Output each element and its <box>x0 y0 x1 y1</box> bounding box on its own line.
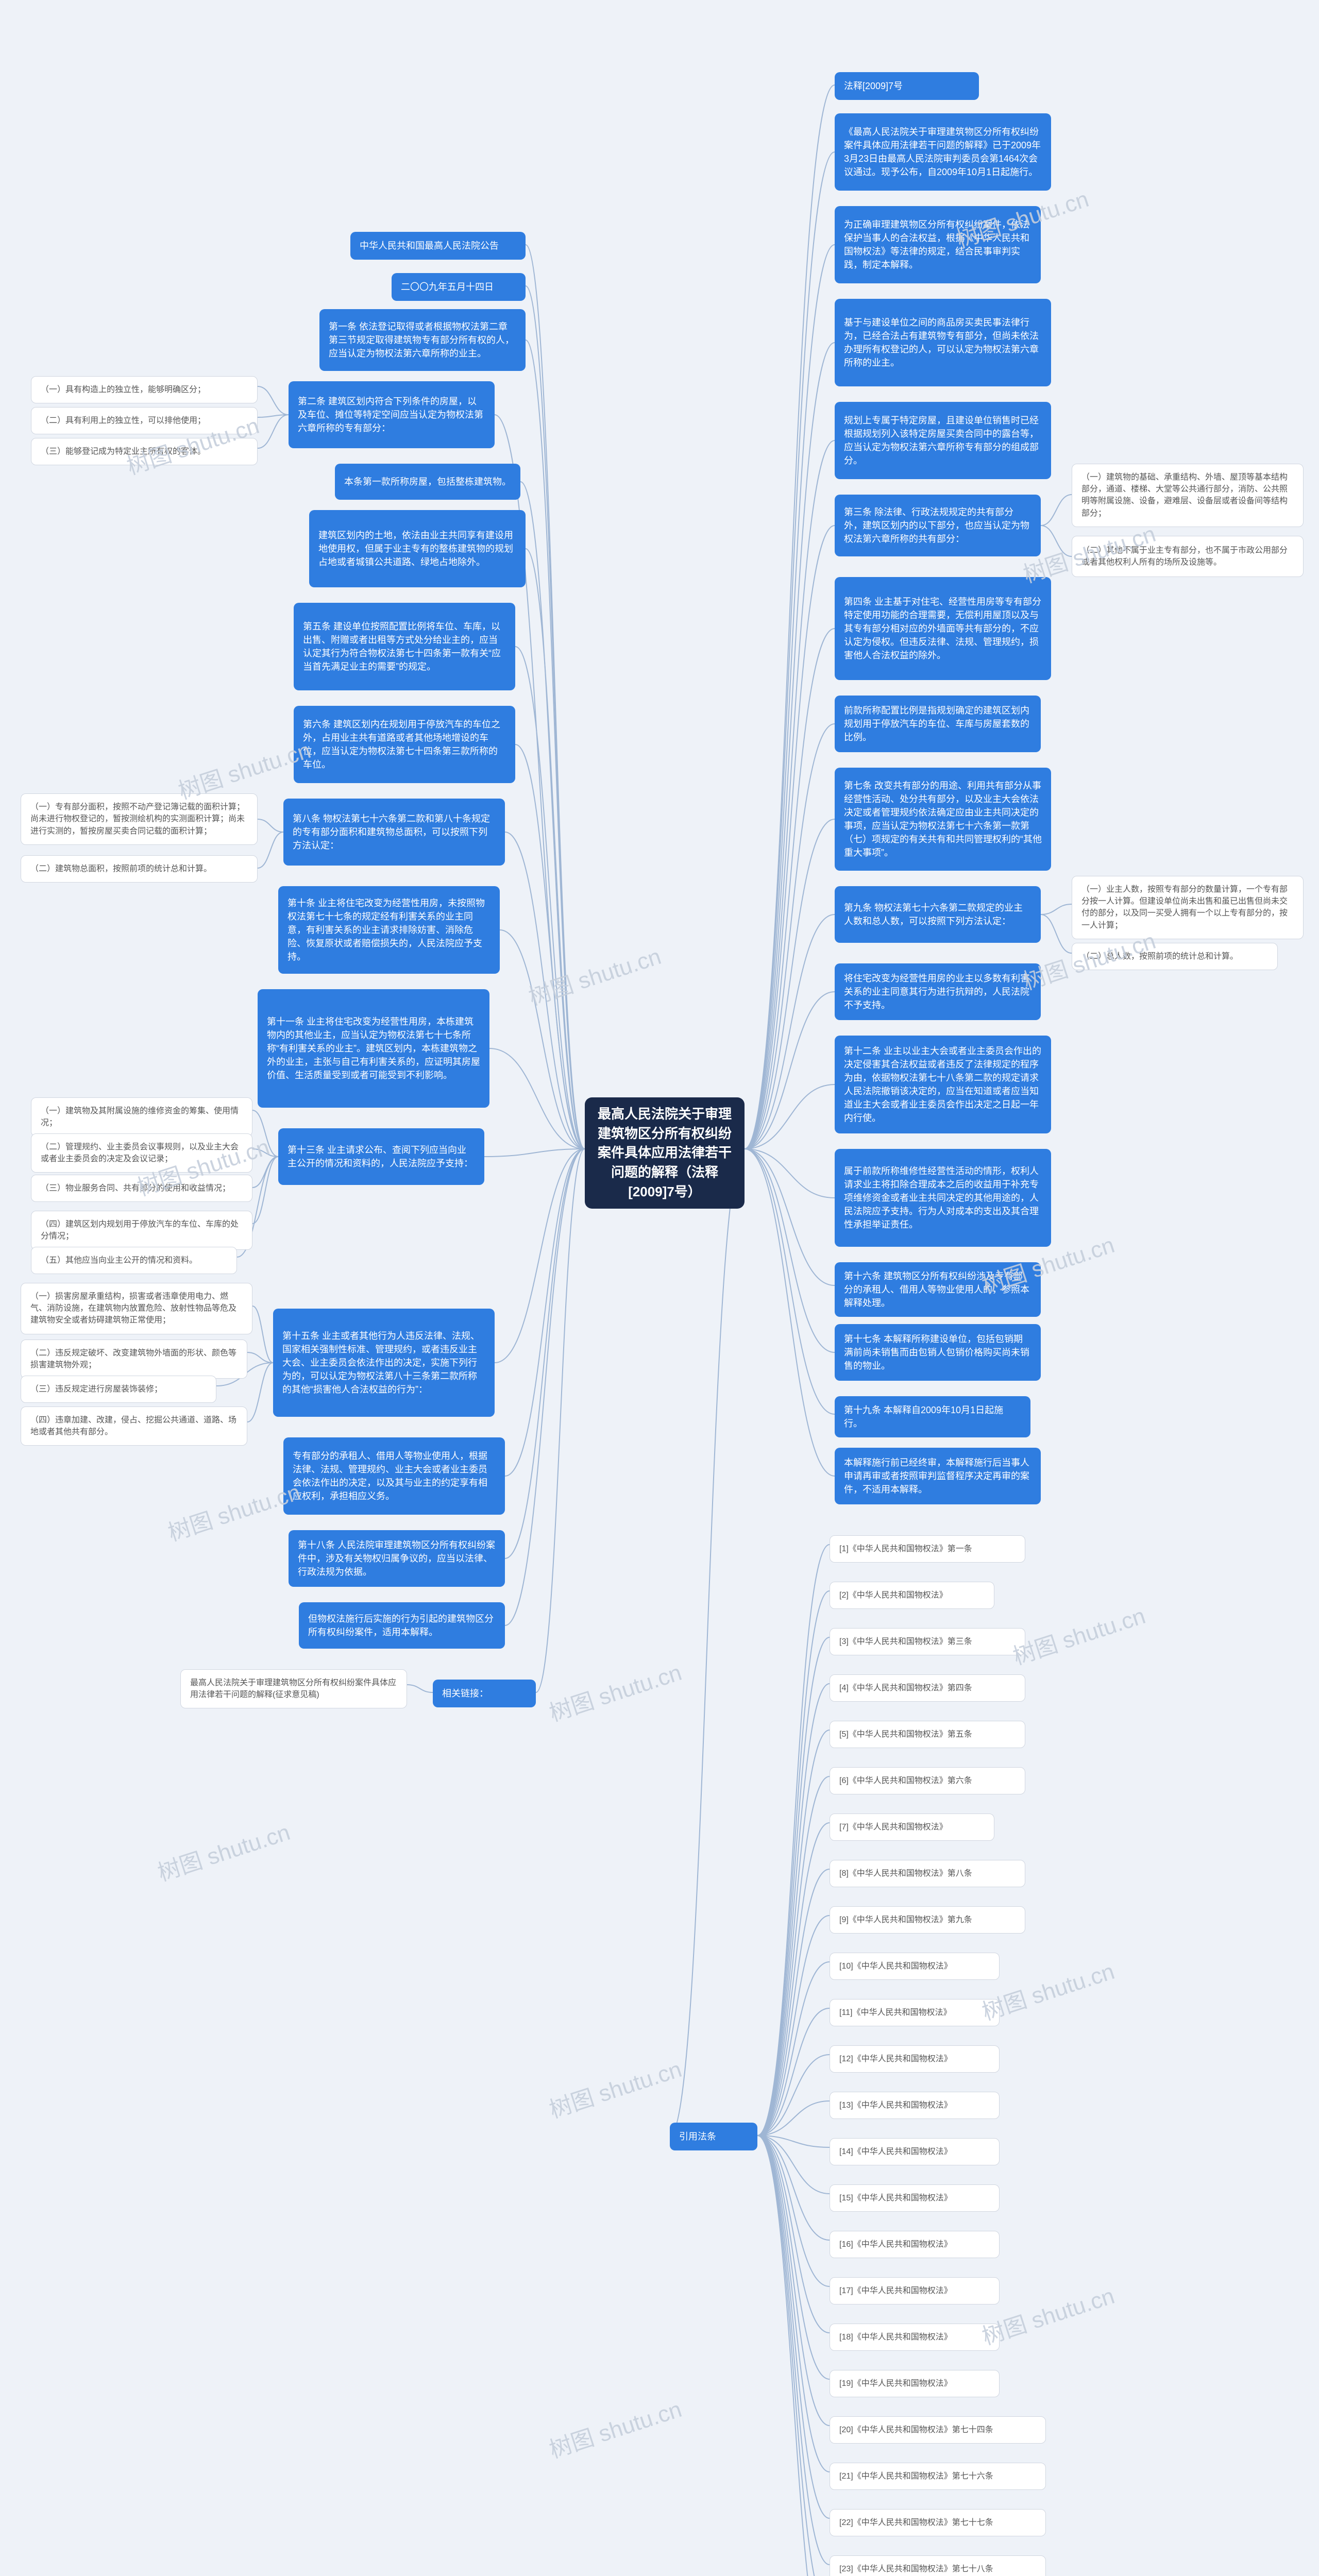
b33: 但物权法施行后实施的行为引起的建筑物区分所有权纠纷案件，适用本解释。 <box>299 1602 505 1649</box>
b32: 第十八条 人民法院审理建筑物区分所有权纠纷案件中，涉及有关物权归属争议的，应当以… <box>289 1530 505 1587</box>
b8c1: （一）具有构造上的独立性，能够明确区分； <box>31 376 258 403</box>
r3: [3]《中华人民共和国物权法》第三条 <box>830 1628 1025 1655</box>
b25: 属于前款所称维修性经营性活动的情形，权利人请求业主将扣除合理成本之后的收益用于补… <box>835 1149 1051 1247</box>
b23: 第十二条 业主以业主大会或者业主委员会作出的决定侵害其合法权益或者违反了法律规定… <box>835 1036 1051 1133</box>
watermark: 树图 shutu.cn <box>545 2050 685 2124</box>
r23: [23]《中华人民共和国物权法》第七十八条 <box>830 2555 1046 2576</box>
r14: [14]《中华人民共和国物权法》 <box>830 2138 1000 2165</box>
b8c2: （二）具有利用上的独立性，可以排他使用； <box>31 407 258 434</box>
b24c4: （四）建筑区划内规划用于停放汽车的车位、车库的处分情况； <box>31 1211 252 1250</box>
r21: [21]《中华人民共和国物权法》第七十六条 <box>830 2463 1046 2490</box>
watermark: 树图 shutu.cn <box>545 1654 685 1727</box>
b7: 基于与建设单位之间的商品房买卖民事法律行为，已经合法占有建筑物专有部分，但尚未依… <box>835 299 1051 386</box>
r17: [17]《中华人民共和国物权法》 <box>830 2277 1000 2304</box>
r13: [13]《中华人民共和国物权法》 <box>830 2092 1000 2119</box>
b27: 第十五条 业主或者其他行为人违反法律、法规、国家相关强制性标准、管理规约，或者违… <box>273 1309 495 1417</box>
r8: [8]《中华人民共和国物权法》第八条 <box>830 1860 1025 1887</box>
r5: [5]《中华人民共和国物权法》第五条 <box>830 1721 1025 1748</box>
b8: 第二条 建筑区划内符合下列条件的房屋，以及车位、摊位等特定空间应当认定为物权法第… <box>289 381 495 448</box>
b19: 第九条 物权法第七十六条第二款规定的业主人数和总人数，可以按照下列方法认定： <box>835 886 1041 943</box>
r18: [18]《中华人民共和国物权法》 <box>830 2324 1000 2351</box>
b24c2: （二）管理规约、业主委员会议事规则，以及业主大会或者业主委员会的决定及会议记录； <box>31 1133 252 1173</box>
b30: 专有部分的承租人、借用人等物业使用人，根据法律、法规、管理规约、业主大会或者业主… <box>283 1437 505 1515</box>
b31: 本解释施行前已经终审，本解释施行后当事人申请再审或者按照审判监督程序决定再审的案… <box>835 1448 1041 1504</box>
b17: 第七条 改变共有部分的用途、利用共有部分从事经营性活动、处分共有部分，以及业主大… <box>835 768 1051 871</box>
b16: 第六条 建筑区划内在规划用于停放汽车的车位之外，占用业主共有道路或者其他场地增设… <box>294 706 515 783</box>
b1: 法释[2009]7号 <box>835 72 979 100</box>
b24c1: （一）建筑物及其附属设施的维修资金的筹集、使用情况； <box>31 1097 252 1137</box>
r16: [16]《中华人民共和国物权法》 <box>830 2231 1000 2258</box>
b11c2: （二）其他不属于业主专有部分，也不属于市政公用部分或者其他权利人所有的场所及设施… <box>1072 536 1304 577</box>
b6: 第一条 依法登记取得或者根据物权法第二章第三节规定取得建筑物专有部分所有权的人，… <box>319 309 526 371</box>
b19c2: （二）总人数，按照前项的统计总和计算。 <box>1072 943 1278 970</box>
b27c1: （一）损害房屋承重结构，损害或者违章使用电力、燃气、消防设施，在建筑物内放置危险… <box>21 1283 252 1334</box>
b26: 第十六条 建筑物区分所有权纠纷涉及专有部分的承租人、借用人等物业使用人的，参照本… <box>835 1262 1041 1317</box>
b15: 前款所称配置比例是指规划确定的建筑区划内规划用于停放汽车的车位、车库与房屋套数的… <box>835 696 1041 752</box>
r9: [9]《中华人民共和国物权法》第九条 <box>830 1906 1025 1934</box>
b11c1: （一）建筑物的基础、承重结构、外墙、屋顶等基本结构部分，通道、楼梯、大堂等公共通… <box>1072 464 1304 527</box>
r10: [10]《中华人民共和国物权法》 <box>830 1953 1000 1980</box>
r22: [22]《中华人民共和国物权法》第七十七条 <box>830 2509 1046 2536</box>
r11: [11]《中华人民共和国物权法》 <box>830 1999 1000 2026</box>
b10: 本条第一款所称房屋，包括整栋建筑物。 <box>335 464 520 500</box>
r12: [12]《中华人民共和国物权法》 <box>830 2045 1000 2073</box>
b9: 规划上专属于特定房屋，且建设单位销售时已经根据规划列入该特定房屋买卖合同中的露台… <box>835 402 1051 479</box>
b4: 中华人民共和国最高人民法院公告 <box>350 232 526 260</box>
b13: 第四条 业主基于对住宅、经营性用房等专有部分特定使用功能的合理需要，无偿利用屋顶… <box>835 577 1051 680</box>
b28: 第十七条 本解释所称建设单位，包括包销期满前尚未销售而由包销人包销价格购买尚未销… <box>835 1324 1041 1381</box>
watermark: 树图 shutu.cn <box>153 1814 294 1887</box>
b29: 第十九条 本解释自2009年10月1日起施行。 <box>835 1396 1030 1437</box>
b34: 相关链接： <box>433 1680 536 1707</box>
r1: [1]《中华人民共和国物权法》第一条 <box>830 1535 1025 1563</box>
b18c1: （一）专有部分面积，按照不动产登记簿记载的面积计算；尚未进行物权登记的，暂按测绘… <box>21 793 258 845</box>
b20: 第十条 业主将住宅改变为经营性用房，未按照物权法第七十七条的规定经有利害关系的业… <box>278 886 500 974</box>
r19: [19]《中华人民共和国物权法》 <box>830 2370 1000 2397</box>
b3: 为正确审理建筑物区分所有权纠纷案件，依法保护当事人的合法权益，根据《中华人民共和… <box>835 206 1041 283</box>
r4: [4]《中华人民共和国物权法》第四条 <box>830 1674 1025 1702</box>
b8c3: （三）能够登记成为特定业主所有权的客体。 <box>31 438 258 465</box>
r15: [15]《中华人民共和国物权法》 <box>830 2184 1000 2212</box>
r20: [20]《中华人民共和国物权法》第七十四条 <box>830 2416 1046 2444</box>
b21: 将住宅改变为经营性用房的业主以多数有利害关系的业主同意其行为进行抗辩的，人民法院… <box>835 963 1041 1020</box>
b27c2: （二）违反规定破坏、改变建筑物外墙面的形状、颜色等损害建筑物外观； <box>21 1340 247 1379</box>
r6: [6]《中华人民共和国物权法》第六条 <box>830 1767 1025 1794</box>
r2: [2]《中华人民共和国物权法》 <box>830 1582 994 1609</box>
b24c5: （五）其他应当向业主公开的情况和资料。 <box>31 1247 237 1274</box>
b24: 第十三条 业主请求公布、查阅下列应当向业主公开的情况和资料的，人民法院应予支持： <box>278 1128 484 1185</box>
b18c2: （二）建筑物总面积，按照前项的统计总和计算。 <box>21 855 258 883</box>
root: 最高人民法院关于审理建筑物区分所有权纠纷案件具体应用法律若干问题的解释（法释[2… <box>585 1097 745 1209</box>
b34c1: 最高人民法院关于审理建筑物区分所有权纠纷案件具体应用法律若干问题的解释(征求意见… <box>180 1669 407 1708</box>
b2: 《最高人民法院关于审理建筑物区分所有权纠纷案件具体应用法律若干问题的解释》已于2… <box>835 113 1051 191</box>
b12: 建筑区划内的土地，依法由业主共同享有建设用地使用权，但属于业主专有的整栋建筑物的… <box>309 510 526 587</box>
b35: 引用法条 <box>670 2123 757 2150</box>
b27c3: （三）违反规定进行房屋装饰装修； <box>21 1376 216 1403</box>
r7: [7]《中华人民共和国物权法》 <box>830 1814 994 1841</box>
b19c1: （一）业主人数，按照专有部分的数量计算，一个专有部分按一人计算。但建设单位尚未出… <box>1072 876 1304 939</box>
watermark: 树图 shutu.cn <box>1008 1597 1149 1671</box>
b5: 二〇〇九年五月十四日 <box>392 273 526 301</box>
watermark: 树图 shutu.cn <box>163 1473 304 1547</box>
watermark: 树图 shutu.cn <box>545 2391 685 2464</box>
b14: 第五条 建设单位按照配置比例将车位、车库，以出售、附赠或者出租等方式处分给业主的… <box>294 603 515 690</box>
b27c4: （四）违章加建、改建，侵占、挖掘公共通道、道路、场地或者其他共有部分。 <box>21 1406 247 1446</box>
watermark: 树图 shutu.cn <box>524 938 665 1011</box>
b22: 第十一条 业主将住宅改变为经营性用房，本栋建筑物内的其他业主，应当认定为物权法第… <box>258 989 489 1108</box>
b18: 第八条 物权法第七十六条第二款和第八十条规定的专有部分面积和建筑物总面积，可以按… <box>283 799 505 866</box>
b24c3: （三）物业服务合同、共有部分的使用和收益情况； <box>31 1175 252 1202</box>
b11: 第三条 除法律、行政法规规定的共有部分外，建筑区划内的以下部分，也应当认定为物权… <box>835 495 1041 556</box>
